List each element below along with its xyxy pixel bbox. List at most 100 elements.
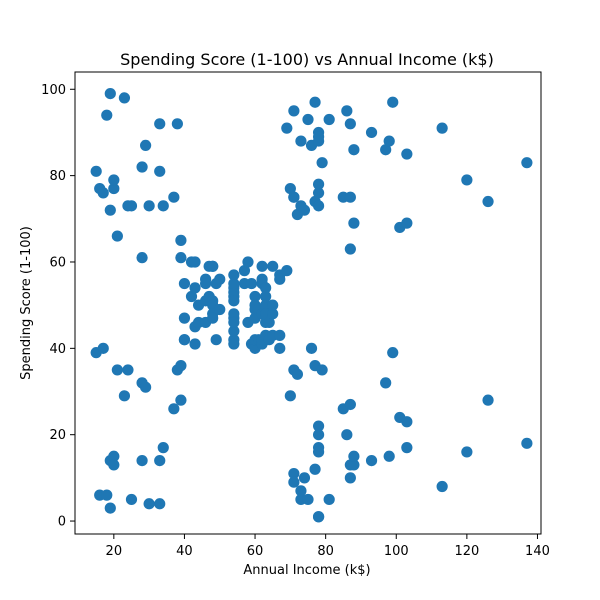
data-point-23 (125, 200, 138, 212)
data-point-72 (214, 303, 226, 316)
data-point-182 (383, 450, 395, 462)
data-point-111 (260, 282, 272, 294)
data-point-135 (295, 135, 307, 147)
data-point-49 (178, 334, 191, 346)
data-point-171 (344, 191, 356, 203)
data-point-43 (175, 252, 187, 264)
data-point-167 (341, 105, 353, 117)
data-point-114 (267, 308, 279, 320)
data-point-127 (288, 105, 300, 117)
data-point-117 (267, 260, 279, 272)
data-point-77 (228, 308, 240, 320)
data-point-36 (157, 442, 169, 454)
data-point-115 (267, 299, 279, 311)
data-point-140 (302, 493, 314, 506)
data-point-25 (136, 161, 148, 173)
data-point-32 (154, 498, 166, 510)
data-point-173 (344, 118, 356, 130)
data-point-28 (140, 381, 152, 393)
data-point-120 (274, 273, 286, 285)
data-point-13 (108, 182, 120, 195)
data-point-83 (228, 325, 240, 337)
data-point-183 (383, 135, 395, 147)
x-tick-label-20: 20 (106, 544, 123, 559)
data-point-9 (104, 204, 116, 216)
data-point-68 (207, 260, 219, 272)
data-point-188 (401, 442, 413, 454)
data-point-47 (178, 312, 191, 324)
data-point-193 (436, 122, 448, 134)
data-point-110 (260, 290, 272, 303)
data-point-71 (210, 334, 222, 346)
data-point-194 (461, 446, 473, 458)
data-point-169 (344, 243, 356, 255)
data-point-24 (136, 455, 148, 467)
y-tick-label-40: 40 (49, 342, 66, 357)
data-point-27 (136, 252, 148, 264)
data-point-172 (344, 472, 356, 484)
data-point-55 (189, 338, 201, 350)
y-tick-label-80: 80 (49, 169, 66, 184)
data-point-196 (482, 394, 494, 406)
data-point-113 (263, 316, 275, 329)
data-point-38 (168, 403, 180, 415)
data-point-102 (256, 260, 268, 272)
data-point-37 (157, 200, 169, 212)
x-tick-label-60: 60 (247, 544, 264, 559)
y-axis-label: Spending Score (1-100) (19, 226, 34, 380)
data-point-7 (101, 109, 113, 121)
data-point-144 (309, 463, 321, 475)
data-point-34 (154, 455, 166, 467)
data-point-185 (387, 96, 399, 108)
data-point-162 (323, 493, 335, 506)
data-point-45 (175, 234, 187, 246)
chart-title: Spending Score (1-100) vs Annual Income … (120, 50, 494, 69)
data-point-31 (143, 200, 155, 212)
data-point-35 (154, 165, 166, 177)
data-point-125 (284, 182, 296, 195)
data-point-154 (312, 446, 325, 458)
data-point-29 (140, 139, 152, 151)
x-tick-label-120: 120 (454, 544, 479, 559)
data-point-179 (365, 126, 378, 139)
data-point-145 (309, 96, 321, 108)
data-point-22 (125, 493, 138, 506)
x-tick-label-40: 40 (176, 544, 193, 559)
data-point-199 (521, 157, 533, 169)
data-point-132 (291, 368, 304, 380)
points-layer (90, 87, 533, 523)
data-point-86 (238, 265, 251, 277)
data-point-8 (104, 502, 116, 514)
data-point-16 (111, 364, 123, 376)
data-point-1 (90, 165, 102, 177)
y-tick-label-0: 0 (58, 515, 66, 530)
data-point-163 (323, 113, 335, 126)
data-point-136 (295, 485, 307, 497)
data-point-82 (228, 338, 240, 350)
data-point-18 (118, 390, 131, 402)
data-point-138 (298, 472, 311, 484)
data-point-184 (387, 347, 399, 359)
data-point-166 (341, 429, 353, 441)
data-point-152 (312, 429, 325, 441)
data-point-142 (305, 342, 318, 354)
data-point-73 (214, 273, 226, 285)
data-point-130 (288, 476, 300, 488)
data-point-46 (178, 277, 191, 290)
data-point-69 (207, 312, 219, 324)
data-point-168 (344, 398, 356, 411)
data-point-123 (281, 122, 293, 134)
data-point-139 (298, 204, 311, 216)
data-point-181 (380, 144, 392, 156)
data-point-178 (365, 455, 378, 467)
data-point-159 (312, 200, 325, 212)
data-point-195 (461, 174, 473, 186)
data-point-15 (108, 174, 120, 186)
data-point-95 (249, 290, 261, 303)
x-tick-label-100: 100 (384, 544, 409, 559)
data-point-61 (200, 277, 212, 290)
data-point-158 (312, 511, 325, 523)
data-point-50 (185, 290, 198, 303)
y-tick-label-60: 60 (49, 255, 66, 270)
